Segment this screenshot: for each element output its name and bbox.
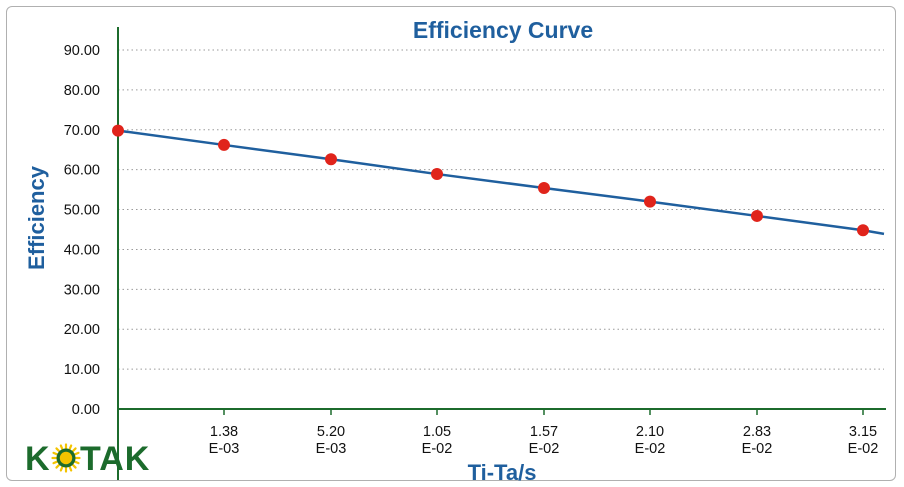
x-tick-label: 3.15 xyxy=(849,424,877,440)
x-tick-label-exponent: E-03 xyxy=(316,441,347,457)
data-point xyxy=(751,209,763,222)
chart-frame xyxy=(6,6,896,481)
x-tick-label-exponent: E-02 xyxy=(529,441,560,457)
x-tick-label: 1.38 xyxy=(210,424,238,440)
x-tick-labels: 1.38E-035.20E-031.05E-021.57E-022.10E-02… xyxy=(209,424,879,457)
chart-title: Efficiency Curve xyxy=(413,17,593,43)
data-point xyxy=(644,195,656,208)
y-tick-label: 20.00 xyxy=(64,322,100,338)
data-point xyxy=(857,224,869,237)
y-tick-label: 60.00 xyxy=(64,163,100,179)
data-point xyxy=(112,124,124,137)
x-tick-label: 1.05 xyxy=(423,424,451,440)
data-point xyxy=(431,168,443,181)
data-point xyxy=(325,153,337,166)
x-tick-label-exponent: E-02 xyxy=(848,441,879,457)
grid-lines xyxy=(118,49,884,370)
logo-letter-k: K xyxy=(25,440,51,478)
x-tick-label-exponent: E-02 xyxy=(635,441,666,457)
y-tick-label: 50.00 xyxy=(64,203,100,219)
kotak-logo: K TAK xyxy=(25,440,150,478)
series-layer xyxy=(112,124,885,237)
y-tick-label: 90.00 xyxy=(64,43,100,59)
x-tick-label: 2.10 xyxy=(636,424,664,440)
x-tick-label-exponent: E-02 xyxy=(422,441,453,457)
x-axis-label: Ti-Ta/s xyxy=(468,460,537,485)
axes xyxy=(117,27,886,480)
x-tick-label-exponent: E-02 xyxy=(742,441,773,457)
logo-sun-icon xyxy=(51,443,81,473)
y-tick-label: 40.00 xyxy=(64,242,100,258)
y-tick-labels: 0.00 10.00 20.00 30.00 40.00 50.00 60.00 70.00 8… xyxy=(64,43,100,418)
y-tick-label: 30.00 xyxy=(64,282,100,298)
x-tick-label: 1.57 xyxy=(530,424,558,440)
y-tick-label: 10.00 xyxy=(64,362,100,378)
y-tick-label: 80.00 xyxy=(64,83,100,99)
y-tick-label: 0.00 xyxy=(72,402,100,418)
x-tick-label: 2.83 xyxy=(743,424,771,440)
efficiency-line xyxy=(117,129,885,236)
data-point xyxy=(538,182,550,195)
x-tick-label-exponent: E-03 xyxy=(209,441,240,457)
data-point xyxy=(218,138,230,151)
y-axis-label: Efficiency xyxy=(24,165,49,270)
logo-letters-tak: TAK xyxy=(80,440,150,478)
x-tick-label: 5.20 xyxy=(317,424,345,440)
y-tick-label: 70.00 xyxy=(64,123,100,139)
